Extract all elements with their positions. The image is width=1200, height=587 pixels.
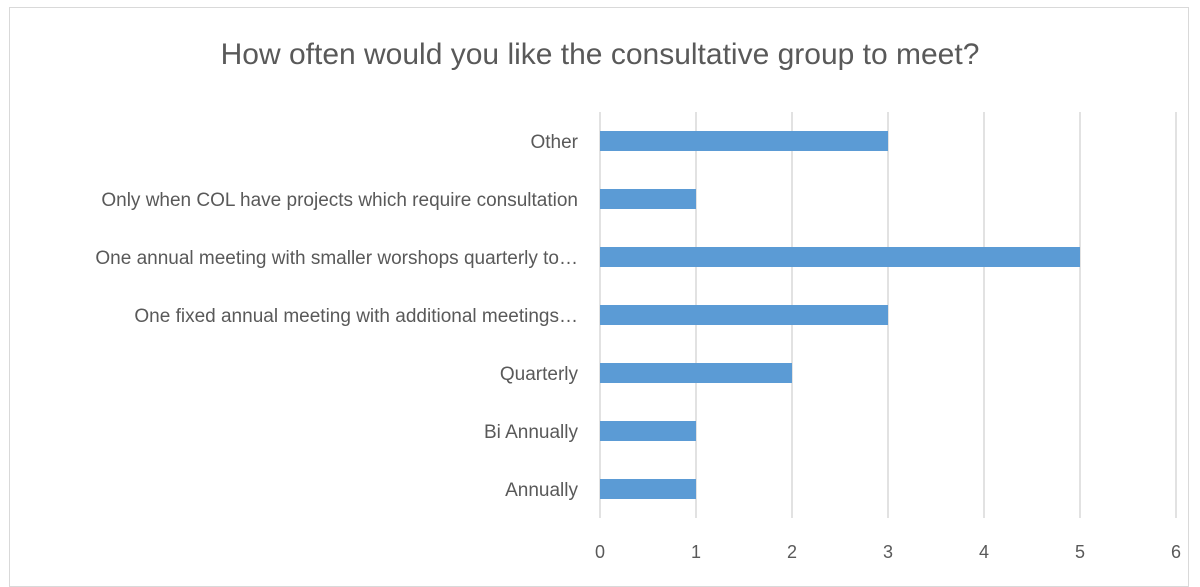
category-label: Bi Annually bbox=[484, 422, 579, 443]
bar bbox=[600, 363, 792, 383]
category-label: Annually bbox=[505, 480, 578, 501]
bar bbox=[600, 247, 1080, 267]
bar bbox=[600, 131, 888, 151]
x-tick-label: 3 bbox=[883, 542, 893, 562]
x-tick-label: 0 bbox=[595, 542, 605, 562]
chart-title: How often would you like the consultativ… bbox=[220, 38, 980, 71]
x-tick-label: 4 bbox=[979, 542, 989, 562]
x-tick-labels: 0 1 2 3 4 5 6 bbox=[595, 542, 1181, 562]
x-tick-label: 2 bbox=[787, 542, 797, 562]
bar bbox=[600, 479, 696, 499]
x-tick-label: 1 bbox=[691, 542, 701, 562]
x-tick-label: 6 bbox=[1171, 542, 1181, 562]
category-label: One fixed annual meeting with additional… bbox=[134, 306, 578, 327]
bar bbox=[600, 421, 696, 441]
bar bbox=[600, 189, 696, 209]
chart-frame bbox=[9, 7, 1189, 587]
category-label: Quarterly bbox=[500, 364, 579, 385]
category-labels: Other Only when COL have projects which r… bbox=[95, 132, 578, 501]
bar bbox=[600, 305, 888, 325]
bar-chart: Other Only when COL have projects which r… bbox=[95, 112, 1181, 562]
category-label: One annual meeting with smaller worshops… bbox=[95, 248, 578, 269]
category-label: Other bbox=[530, 132, 578, 153]
bars bbox=[600, 131, 1080, 499]
category-label: Only when COL have projects which requir… bbox=[101, 190, 578, 211]
x-tick-label: 5 bbox=[1075, 542, 1085, 562]
